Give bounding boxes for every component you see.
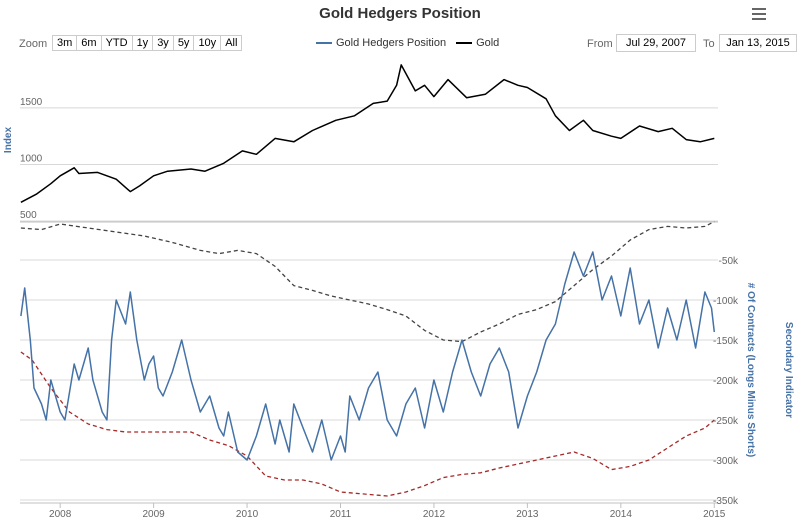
menu-icon[interactable] bbox=[752, 8, 766, 20]
legend-label-gold: Gold bbox=[476, 37, 500, 49]
x-tick-label: 2012 bbox=[423, 509, 446, 520]
secondary-y-axis-title: Secondary Indicator bbox=[783, 322, 794, 418]
bottom-y-tick-label: -200k bbox=[713, 376, 739, 387]
bottom-y-tick-label: -300k bbox=[713, 456, 739, 467]
x-tick-label: 2008 bbox=[49, 509, 72, 520]
x-tick-label: 2009 bbox=[142, 509, 165, 520]
zoom-buttons: 3m 6m YTD 1y 3y 5y 10y All bbox=[52, 35, 243, 51]
top-y-tick-label: 500 bbox=[20, 210, 37, 221]
to-date-input[interactable]: Jan 13, 2015 bbox=[719, 34, 797, 52]
zoom-ytd-button[interactable]: YTD bbox=[100, 35, 133, 51]
legend-swatch-hedgers bbox=[316, 42, 332, 44]
chart-legend: Gold Hedgers Position Gold bbox=[316, 37, 509, 49]
series-line-gold-hedgers-position bbox=[20, 251, 716, 461]
x-tick-label: 2014 bbox=[610, 509, 633, 520]
bottom-y-tick-label: -250k bbox=[713, 416, 739, 427]
bottom-y-tick-label: -100k bbox=[713, 296, 739, 307]
grid-lines bbox=[20, 107, 718, 508]
chart-title: Gold Hedgers Position bbox=[319, 5, 481, 22]
top-y-tick-label: 1000 bbox=[20, 153, 43, 164]
top-y-axis-title: Index bbox=[3, 127, 14, 154]
axes: 500 1000 1500 -350k -300k -250k -200k -150k -100… bbox=[3, 97, 794, 520]
series-lines bbox=[20, 64, 716, 497]
legend-item-gold[interactable]: Gold bbox=[456, 37, 499, 49]
zoom-3m-button[interactable]: 3m bbox=[52, 35, 78, 51]
zoom-label: Zoom bbox=[19, 38, 48, 50]
x-tick-label: 2011 bbox=[330, 509, 352, 520]
to-label: To bbox=[703, 38, 715, 50]
zoom-all-button[interactable]: All bbox=[220, 35, 243, 51]
legend-item-hedgers[interactable]: Gold Hedgers Position bbox=[316, 37, 446, 49]
bottom-y-tick-label: -350k bbox=[713, 496, 739, 507]
bottom-y-tick-label: -150k bbox=[713, 336, 739, 347]
legend-label-hedgers: Gold Hedgers Position bbox=[336, 37, 447, 49]
x-tick-label: 2013 bbox=[516, 509, 539, 520]
top-y-tick-label: 1500 bbox=[20, 97, 43, 108]
series-line-secondary-indicator bbox=[20, 351, 715, 497]
series-line-moving-average bbox=[20, 221, 715, 343]
x-tick-label: 2010 bbox=[236, 509, 259, 520]
bottom-y-axis-title: # Of Contracts (Longs Minus Shorts) bbox=[745, 283, 756, 457]
bottom-y-tick-label: -50k bbox=[719, 256, 739, 267]
from-label: From bbox=[587, 38, 613, 50]
from-date-input[interactable]: Jul 29, 2007 bbox=[616, 34, 696, 52]
x-tick-label: 2015 bbox=[703, 509, 726, 520]
legend-swatch-gold bbox=[456, 42, 473, 44]
series-line-gold bbox=[20, 64, 715, 203]
